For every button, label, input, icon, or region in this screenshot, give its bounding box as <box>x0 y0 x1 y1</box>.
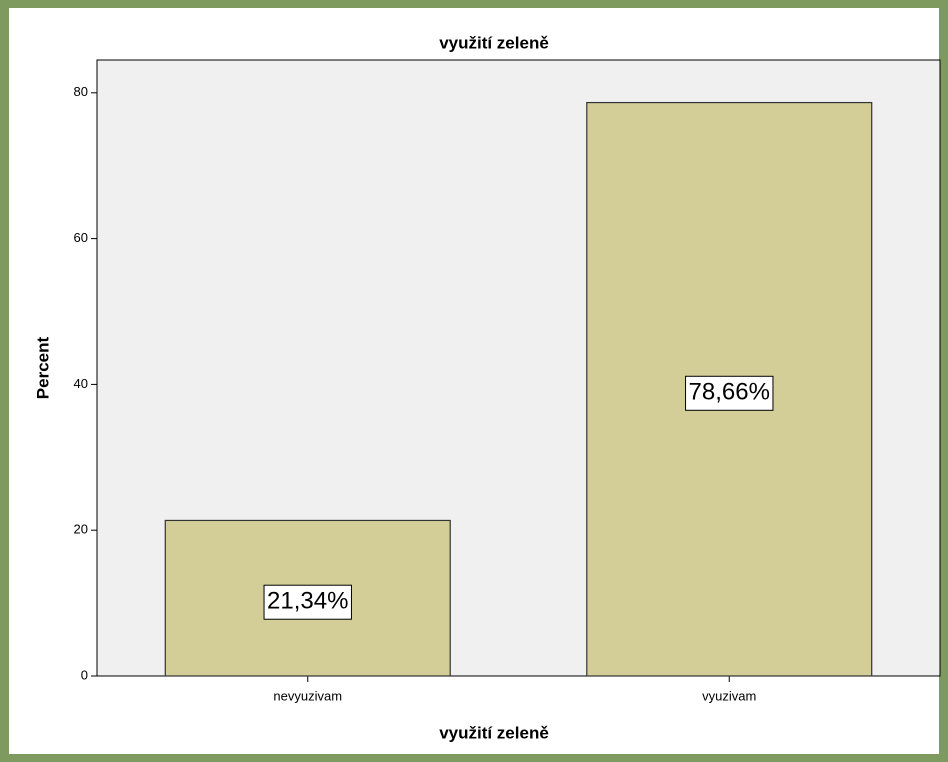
y-tick-label: 20 <box>74 522 88 537</box>
y-tick-label: 40 <box>74 376 88 391</box>
y-tick-label: 80 <box>74 84 88 99</box>
y-tick-label: 0 <box>81 667 88 682</box>
chart-title: využití zeleně <box>439 33 549 52</box>
data-label: 21,34% <box>267 588 348 615</box>
x-tick-label: vyuzivam <box>702 688 756 703</box>
y-tick-label: 60 <box>74 230 88 245</box>
data-label-box <box>685 375 774 411</box>
y-axis-label: Percent <box>33 336 52 399</box>
data-label: 78,66% <box>689 379 770 406</box>
data-label-box <box>263 584 352 620</box>
x-axis-label: využití zeleně <box>439 723 549 742</box>
x-tick-label: nevyuzivam <box>273 688 342 703</box>
